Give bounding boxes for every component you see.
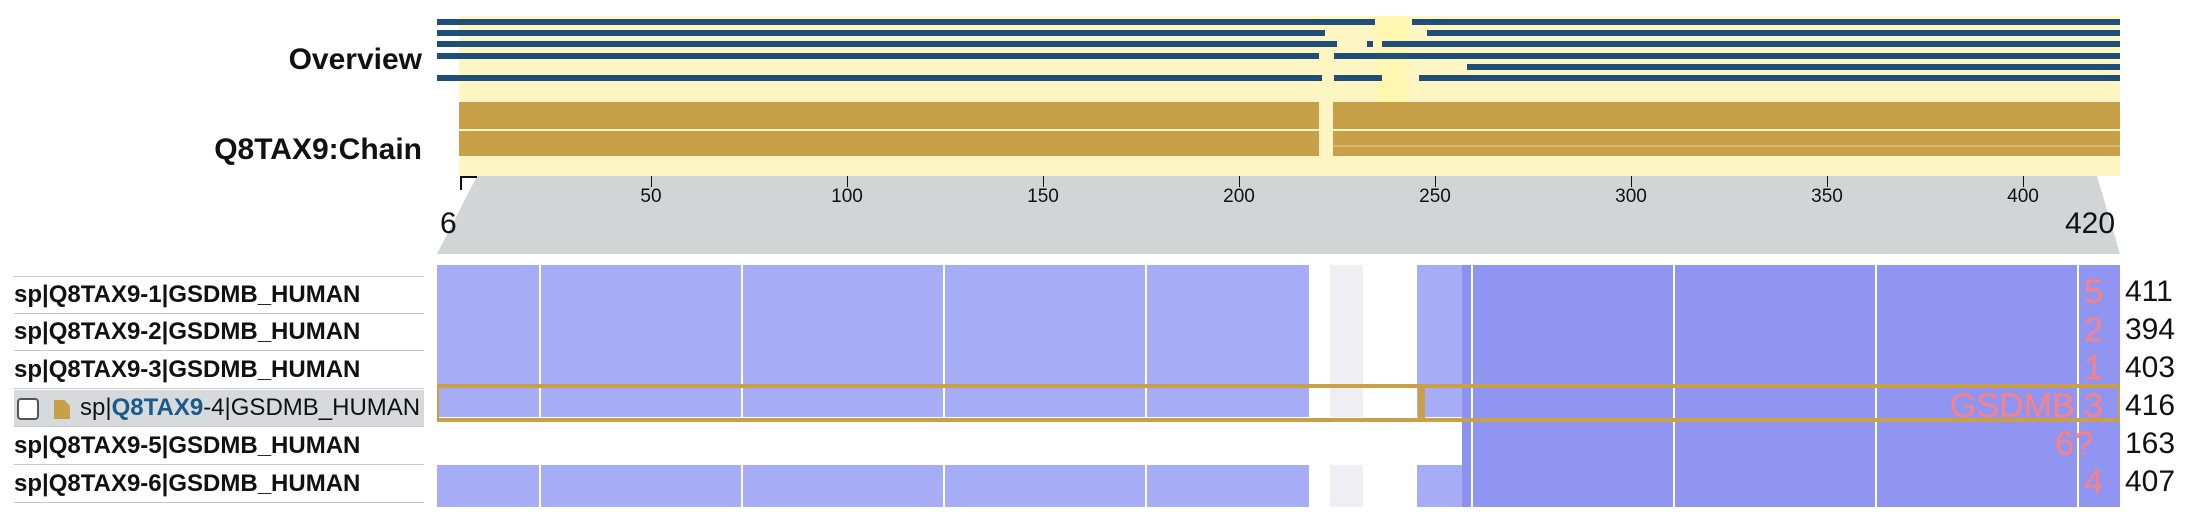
- sequence-label-2[interactable]: sp|Q8TAX9-2|GSDMB_HUMAN: [14, 314, 424, 351]
- axis-tick-label: 250: [1419, 186, 1451, 207]
- alignment-view[interactable]: [437, 265, 2120, 507]
- axis-tick: [847, 176, 848, 187]
- sequence-label-suffix: -4|GSDMB_HUMAN: [203, 394, 421, 421]
- axis-tick: [1827, 176, 1828, 187]
- sequence-length-2: 394: [2125, 313, 2176, 346]
- sequence-label-1[interactable]: sp|Q8TAX9-1|GSDMB_HUMAN: [14, 276, 424, 314]
- axis-tick: [1435, 176, 1436, 187]
- chain-track-label: Q8TAX9:Chain: [214, 133, 422, 166]
- axis-tick: [1043, 176, 1044, 187]
- sequence-annotation-1: 5: [2084, 273, 2103, 311]
- axis-tick-label: 50: [640, 186, 662, 207]
- zoom-indicator: [437, 176, 2120, 254]
- sequence-length-6: 407: [2125, 465, 2176, 498]
- sequence-annotation-3: 1: [2084, 349, 2103, 387]
- sequence-length-3: 403: [2125, 351, 2176, 384]
- axis-tick: [1239, 176, 1240, 187]
- sequence-label-6[interactable]: sp|Q8TAX9-6|GSDMB_HUMAN: [14, 466, 424, 503]
- sequence-length-4: 416: [2125, 389, 2176, 422]
- sequence-annotation-4: GSDMB 3: [1949, 387, 2103, 425]
- axis-tick-label: 200: [1223, 186, 1255, 207]
- axis-tick-label: 100: [831, 186, 863, 207]
- sequence-label-prefix: sp|: [80, 394, 112, 421]
- axis-tick: [651, 176, 652, 187]
- accession-link[interactable]: Q8TAX9: [111, 394, 204, 421]
- sequence-length-5: 163: [2125, 427, 2176, 460]
- axis-tick-label: 350: [1811, 186, 1843, 207]
- sequence-annotation-2: 2: [2084, 311, 2103, 349]
- document-icon: [54, 400, 70, 419]
- axis-tick: [1631, 176, 1632, 187]
- axis-start: 6: [440, 207, 457, 240]
- axis-tick-label: 150: [1027, 186, 1059, 207]
- overview-track-label: Overview: [288, 43, 422, 76]
- axis-tick-label: 400: [2007, 186, 2039, 207]
- sequence-checkbox[interactable]: [17, 398, 39, 420]
- axis-bracket: [460, 176, 477, 190]
- sequence-annotation-5: 6?: [2055, 425, 2093, 463]
- sequence-label-5[interactable]: sp|Q8TAX9-5|GSDMB_HUMAN: [14, 428, 424, 465]
- sequence-length-1: 411: [2125, 275, 2173, 308]
- overview-track[interactable]: [437, 16, 2120, 178]
- axis-tick-label: 300: [1615, 186, 1647, 207]
- sequence-label-4[interactable]: sp|Q8TAX9-4|GSDMB_HUMAN: [14, 390, 424, 427]
- axis-tick: [2023, 176, 2024, 187]
- sequence-label-3[interactable]: sp|Q8TAX9-3|GSDMB_HUMAN: [14, 352, 424, 389]
- sequence-annotation-6: 4: [2084, 463, 2103, 501]
- axis-end: 420: [2065, 207, 2116, 240]
